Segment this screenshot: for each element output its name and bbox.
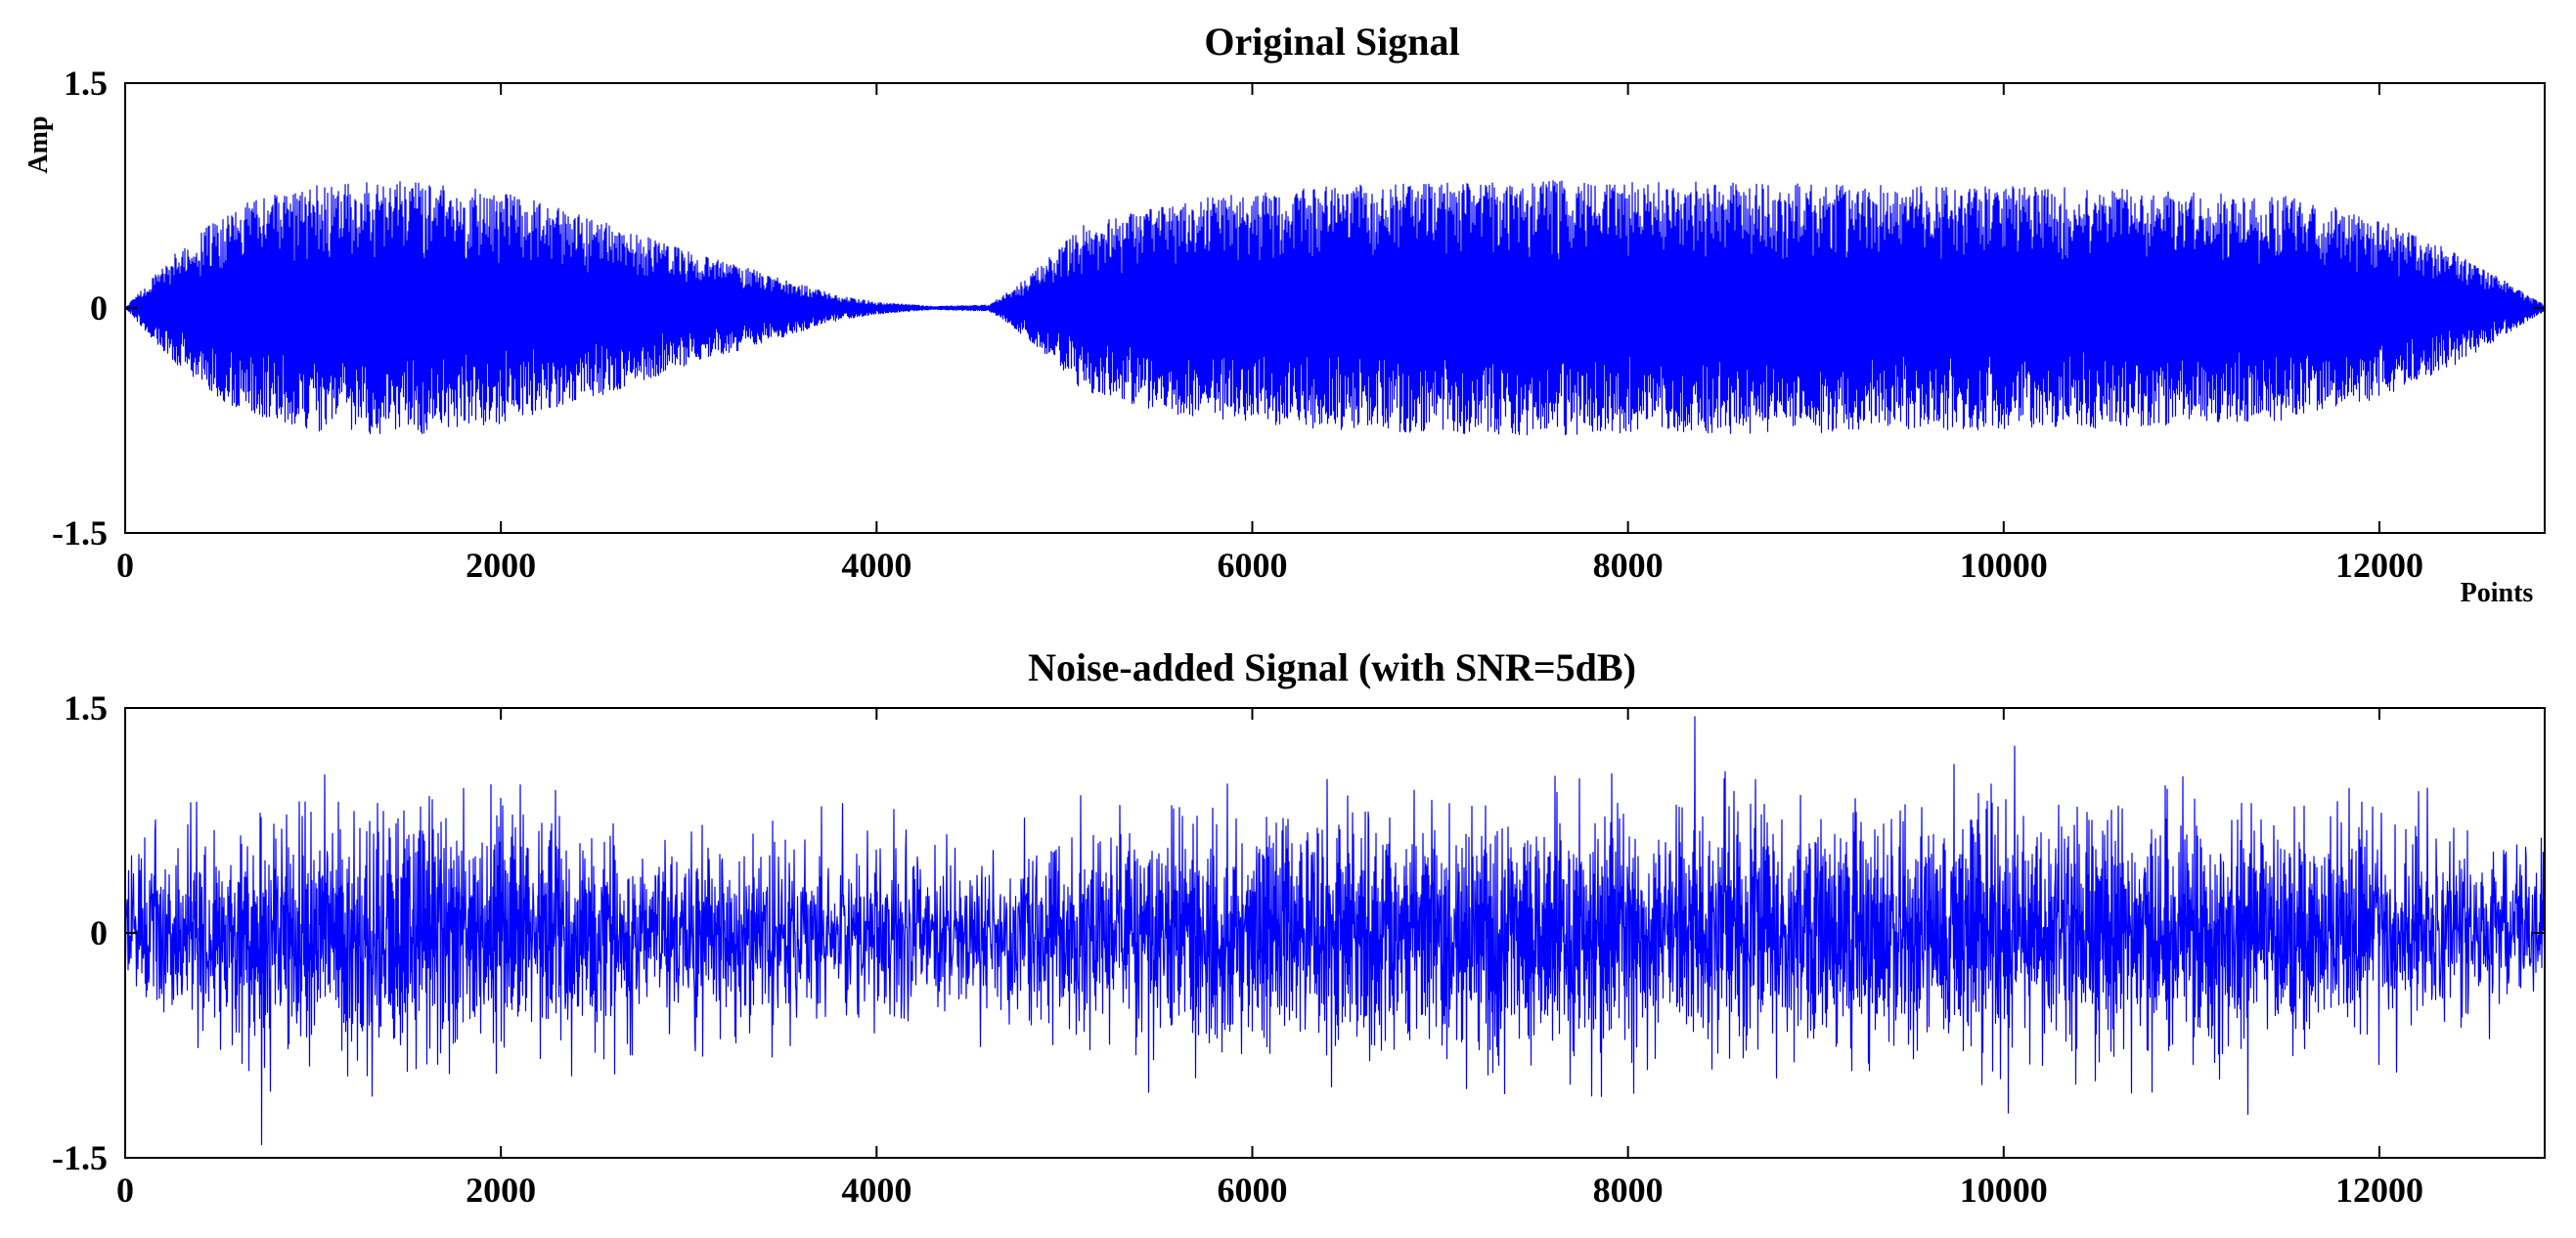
x-tick-labels-noise-added: 0 2000 4000 6000 8000 10000 12000 (116, 1171, 2423, 1210)
y-tick-labels-original: -1.5 0 1.5 (52, 64, 108, 553)
y-tick-label: 1.5 (64, 64, 108, 103)
y-tick-label: 0 (90, 913, 108, 952)
plot-area-noise-added (124, 707, 2546, 1159)
x-tick-label: 8000 (1593, 546, 1664, 585)
tick-marks-original (124, 82, 2545, 534)
y-tick-label: 1.5 (64, 688, 108, 728)
x-tick-label: 4000 (841, 1171, 911, 1210)
signal-line-original (124, 180, 2546, 436)
y-tick-label: -1.5 (52, 513, 108, 553)
x-tick-label: 10000 (1960, 546, 2048, 585)
x-tick-label: 12000 (2335, 1171, 2423, 1210)
y-axis-label-original: Amp (23, 115, 54, 173)
plot-area-original (124, 82, 2546, 534)
x-tick-label: 2000 (466, 546, 536, 585)
y-tick-labels-noise-added: -1.5 0 1.5 (52, 688, 108, 1177)
x-tick-label: 6000 (1217, 1171, 1287, 1210)
y-tick-label: 0 (90, 288, 108, 328)
x-tick-label: 6000 (1217, 546, 1287, 585)
chart-title-original: Original Signal (1204, 20, 1459, 64)
x-tick-label: 12000 (2335, 546, 2423, 585)
y-tick-label: -1.5 (52, 1138, 108, 1177)
x-tick-label: 8000 (1593, 1171, 1664, 1210)
x-tick-label: 2000 (466, 1171, 536, 1210)
signal-line-noise-added (124, 716, 2546, 1146)
x-tick-label: 4000 (841, 546, 911, 585)
x-axis-label-original: Points (2461, 578, 2534, 608)
chart-title-noise-added: Noise-added Signal (with SNR=5dB) (1028, 645, 1636, 689)
x-tick-label: 0 (116, 1171, 134, 1210)
tick-marks-noise-added (124, 707, 2545, 1159)
panel-noise-added: Noise-added Signal (with SNR=5dB) 0 2000… (52, 645, 2546, 1210)
x-tick-label: 10000 (1960, 1171, 2048, 1210)
x-tick-labels-original: 0 2000 4000 6000 8000 10000 12000 (116, 546, 2423, 585)
x-tick-label: 0 (116, 546, 134, 585)
panel-original: Original Signal 0 2000 4000 6000 8000 10… (23, 20, 2546, 608)
